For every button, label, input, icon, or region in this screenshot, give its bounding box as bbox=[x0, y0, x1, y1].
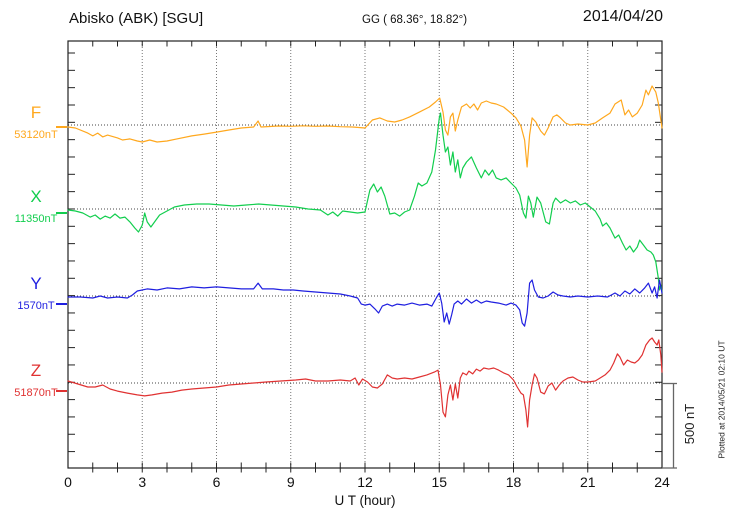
hour-label-15: 15 bbox=[431, 474, 447, 490]
component-label-Z: Z 51870nT bbox=[6, 362, 66, 399]
plotted-at-note: Plotted at 2014/05/21 02:10 UT bbox=[716, 340, 727, 459]
trace-F bbox=[67, 85, 663, 168]
component-baseline-value-F: 53120nT bbox=[14, 129, 58, 141]
component-letter-X: X bbox=[30, 187, 42, 206]
trace-Y bbox=[67, 279, 663, 327]
component-baseline-value-Y: 1570nT bbox=[17, 300, 55, 312]
hour-label-6: 6 bbox=[213, 474, 221, 490]
x-axis-title: U T (hour) bbox=[334, 493, 396, 508]
hour-label-9: 9 bbox=[287, 474, 295, 490]
component-baseline-value-Z: 51870nT bbox=[14, 387, 58, 399]
component-letter-F: F bbox=[30, 103, 42, 122]
component-label-X: X 11350nT bbox=[6, 188, 66, 225]
component-letter-Y: Y bbox=[30, 274, 42, 293]
trace-X bbox=[67, 112, 663, 293]
scale-bar-label: 500 nT bbox=[682, 403, 697, 445]
hour-label-3: 3 bbox=[138, 474, 146, 490]
hour-label-24: 24 bbox=[654, 474, 670, 490]
hour-label-18: 18 bbox=[506, 474, 522, 490]
hour-label-0: 0 bbox=[64, 474, 72, 490]
geographic-coordinates: GG ( 68.36°, 18.82°) bbox=[362, 14, 468, 26]
hour-label-12: 12 bbox=[357, 474, 373, 490]
station-title: Abisko (ABK) [SGU] bbox=[69, 10, 204, 27]
hour-label-21: 21 bbox=[580, 474, 596, 490]
component-baseline-value-X: 11350nT bbox=[14, 213, 58, 225]
plot-date: 2014/04/20 bbox=[582, 8, 663, 25]
trace-Z bbox=[67, 337, 663, 428]
component-label-Y: Y 1570nT bbox=[6, 275, 66, 312]
component-letter-Z: Z bbox=[30, 361, 42, 380]
component-label-F: F 53120nT bbox=[6, 104, 66, 141]
